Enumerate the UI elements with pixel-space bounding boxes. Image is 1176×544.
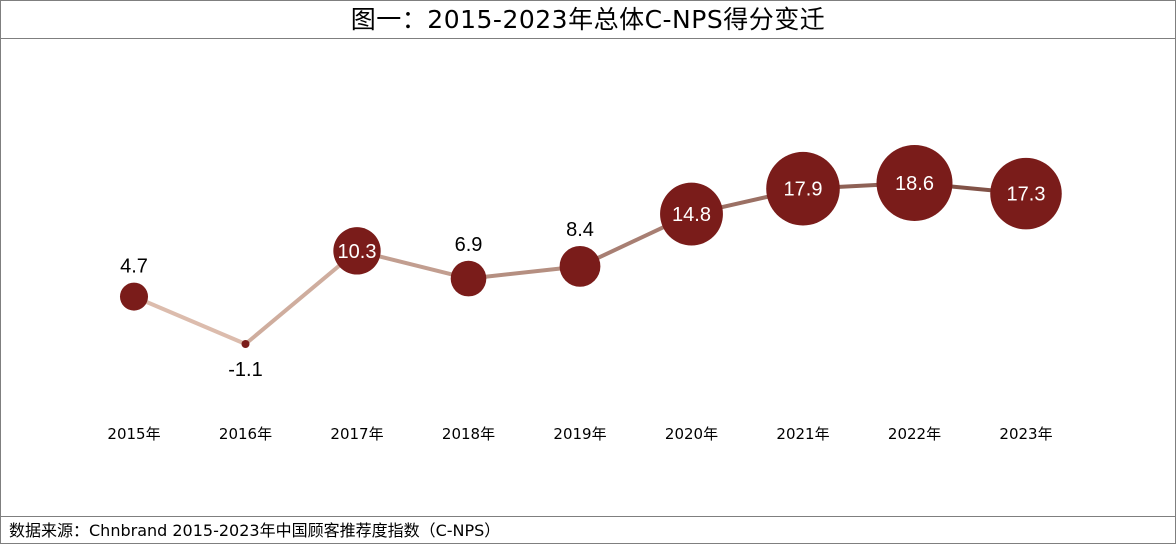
data-label: 17.9 xyxy=(784,179,823,201)
chart-title: 图一：2015-2023年总体C-NPS得分变迁 xyxy=(1,1,1175,39)
line-segment xyxy=(132,294,248,346)
x-tick-label: 2021年 xyxy=(776,425,829,443)
data-label: 17.3 xyxy=(1007,184,1046,206)
data-label: 6.9 xyxy=(455,234,483,256)
data-point-2017年 xyxy=(333,227,381,275)
line-segment xyxy=(243,248,359,346)
data-label: 8.4 xyxy=(566,219,594,241)
x-tick-label: 2019年 xyxy=(553,425,606,443)
x-tick-label: 2020年 xyxy=(665,425,718,443)
cnps-line-chart: 4.7-1.110.3 6.98.414.817.9 18.6 17.3 2015年 2… xyxy=(107,145,1062,443)
x-tick-label: 2018年 xyxy=(442,425,495,443)
data-point-2016年 xyxy=(241,340,250,348)
data-label: -1.1 xyxy=(228,359,262,381)
data-point-2022年 xyxy=(876,145,953,221)
x-axis-labels: 2015年 2016年 2017年 2018年 2019年 2020年 2021年 2022年… xyxy=(107,425,1052,443)
x-tick-label: 2016年 xyxy=(219,425,272,443)
data-point-2019年 xyxy=(559,245,601,287)
data-label: 4.7 xyxy=(120,256,148,278)
source-note: 数据来源：Chnbrand 2015-2023年中国顾客推荐度指数（C-NPS） xyxy=(1,516,1175,543)
data-point-2018年 xyxy=(450,260,487,297)
data-point-2021年 xyxy=(766,151,840,226)
data-label: 10.3 xyxy=(338,241,377,263)
data-label: 14.8 xyxy=(672,204,711,226)
data-label: 18.6 xyxy=(895,173,934,195)
x-tick-label: 2023年 xyxy=(999,425,1052,443)
data-markers xyxy=(119,145,1062,348)
x-tick-label: 2017年 xyxy=(330,425,383,443)
x-tick-label: 2022年 xyxy=(888,425,941,443)
data-point-2015年 xyxy=(119,282,149,311)
data-point-2023年 xyxy=(990,157,1062,230)
data-labels: 4.7 -1.1 10.3 6.9 8.4 14.8 17.9 18.6 17.3 xyxy=(120,173,1045,381)
data-point-2020年 xyxy=(660,182,723,246)
x-tick-label: 2015年 xyxy=(107,425,160,443)
